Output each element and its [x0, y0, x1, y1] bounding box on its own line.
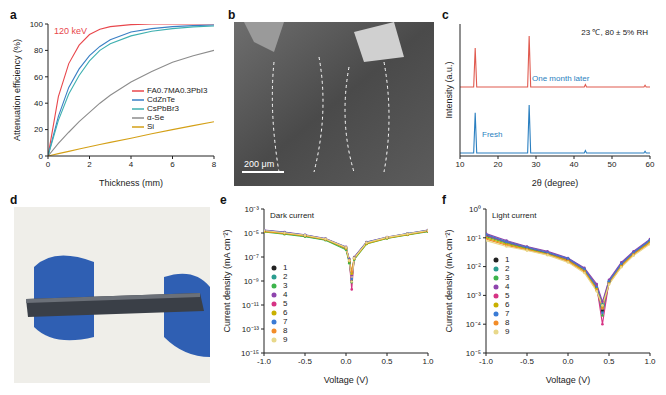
- html-text:One month later: One month later: [532, 74, 590, 83]
- html-text:7: 7: [283, 317, 288, 326]
- html-text:Dark current: Dark current: [270, 211, 314, 220]
- svg-text:10⁻⁵: 10⁻⁵: [244, 229, 259, 238]
- html-text:9: 9: [283, 335, 288, 344]
- svg-text:6: 6: [170, 160, 175, 169]
- html-text:7: 7: [505, 309, 510, 318]
- svg-text:10⁰: 10⁰: [469, 205, 481, 214]
- svg-text:80: 80: [34, 46, 43, 55]
- html-text:5: 5: [283, 299, 288, 308]
- svg-text:0.0: 0.0: [562, 357, 574, 366]
- svg-text:4: 4: [129, 160, 134, 169]
- svg-text:10⁻¹: 10⁻¹: [466, 234, 481, 243]
- svg-text:10⁻¹⁵: 10⁻¹⁵: [241, 349, 259, 358]
- html-text:3: 3: [283, 281, 288, 290]
- html-text:3: 3: [505, 273, 510, 282]
- svg-text:0.5: 0.5: [381, 357, 393, 366]
- html-text:4: 4: [505, 282, 510, 291]
- svg-text:0.5: 0.5: [603, 357, 615, 366]
- svg-text:50: 50: [608, 160, 617, 169]
- svg-text:100: 100: [30, 20, 44, 29]
- svg-text:-0.5: -0.5: [520, 357, 534, 366]
- svg-text:Voltage (V): Voltage (V): [324, 375, 369, 385]
- svg-text:40: 40: [570, 160, 579, 169]
- html-text:a: a: [10, 8, 17, 22]
- svg-text:Voltage (V): Voltage (V): [546, 375, 591, 385]
- svg-text:-0.5: -0.5: [298, 357, 312, 366]
- svg-text:20: 20: [34, 125, 43, 134]
- svg-text:Thickness (mm): Thickness (mm): [99, 178, 163, 188]
- svg-text:0.0: 0.0: [340, 357, 352, 366]
- svg-text:Current density (mA cm⁻²): Current density (mA cm⁻²): [222, 229, 232, 332]
- html-text:Light current: Light current: [492, 211, 537, 220]
- html-text:2: 2: [505, 264, 510, 273]
- svg-text:40: 40: [34, 99, 43, 108]
- svg-text:60: 60: [646, 160, 655, 169]
- svg-text:200 μm: 200 μm: [244, 159, 274, 169]
- svg-text:10⁻⁷: 10⁻⁷: [244, 253, 259, 262]
- html-text:8: 8: [283, 326, 288, 335]
- svg-text:10: 10: [456, 160, 465, 169]
- html-text:120 keV: 120 keV: [54, 26, 87, 36]
- svg-text:10⁻³: 10⁻³: [466, 291, 481, 300]
- html-text:8: 8: [505, 318, 510, 327]
- html-text:e: e: [220, 193, 227, 207]
- html-text:1: 1: [283, 263, 288, 272]
- svg-text:-1.0: -1.0: [257, 357, 271, 366]
- svg-text:Current density (mA cm⁻²): Current density (mA cm⁻²): [444, 229, 454, 332]
- svg-text:1.0: 1.0: [644, 357, 656, 366]
- svg-text:10⁻¹³: 10⁻¹³: [242, 325, 260, 334]
- svg-text:20: 20: [494, 160, 503, 169]
- svg-text:10⁻⁹: 10⁻⁹: [244, 277, 259, 286]
- svg-text:10⁻⁴: 10⁻⁴: [466, 320, 482, 329]
- svg-text:0: 0: [39, 152, 44, 161]
- html-text:1: 1: [505, 255, 510, 264]
- html-text:2: 2: [283, 272, 288, 281]
- svg-text:0: 0: [46, 160, 51, 169]
- html-text:CsPbBr3: CsPbBr3: [147, 104, 179, 113]
- html-text:23 ℃, 80 ± 5% RH: 23 ℃, 80 ± 5% RH: [581, 28, 648, 37]
- svg-text:10⁻¹¹: 10⁻¹¹: [242, 301, 260, 310]
- html-text:FA0.7MA0.3PbI3: FA0.7MA0.3PbI3: [147, 86, 208, 95]
- html-text:c: c: [442, 8, 449, 22]
- svg-text:1.0: 1.0: [422, 357, 434, 366]
- html-text:d: d: [10, 193, 18, 207]
- html-text:CdZnTe: CdZnTe: [147, 95, 175, 104]
- html-text:6: 6: [505, 300, 510, 309]
- svg-text:2θ (degree): 2θ (degree): [532, 178, 579, 188]
- svg-text:10⁻²: 10⁻²: [466, 262, 481, 271]
- html-text:b: b: [228, 8, 236, 22]
- html-text:α-Se: α-Se: [147, 113, 165, 122]
- html-text:f: f: [442, 193, 446, 207]
- html-text:Fresh: Fresh: [482, 130, 503, 139]
- svg-text:30: 30: [532, 160, 541, 169]
- svg-text:2: 2: [87, 160, 92, 169]
- svg-text:60: 60: [34, 73, 43, 82]
- html-text:Si: Si: [147, 122, 155, 131]
- svg-text:8: 8: [212, 160, 217, 169]
- svg-text:-1.0: -1.0: [479, 357, 493, 366]
- html-text:9: 9: [505, 327, 510, 336]
- html-text:4: 4: [283, 290, 288, 299]
- svg-text:10⁻⁵: 10⁻⁵: [466, 349, 481, 358]
- html-text:5: 5: [505, 291, 510, 300]
- svg-text:Intensity (a.u.): Intensity (a.u.): [444, 61, 454, 118]
- svg-text:Attenuation efficiency (%): Attenuation efficiency (%): [12, 39, 22, 141]
- html-text:6: 6: [283, 308, 288, 317]
- svg-text:10⁻³: 10⁻³: [244, 205, 259, 214]
